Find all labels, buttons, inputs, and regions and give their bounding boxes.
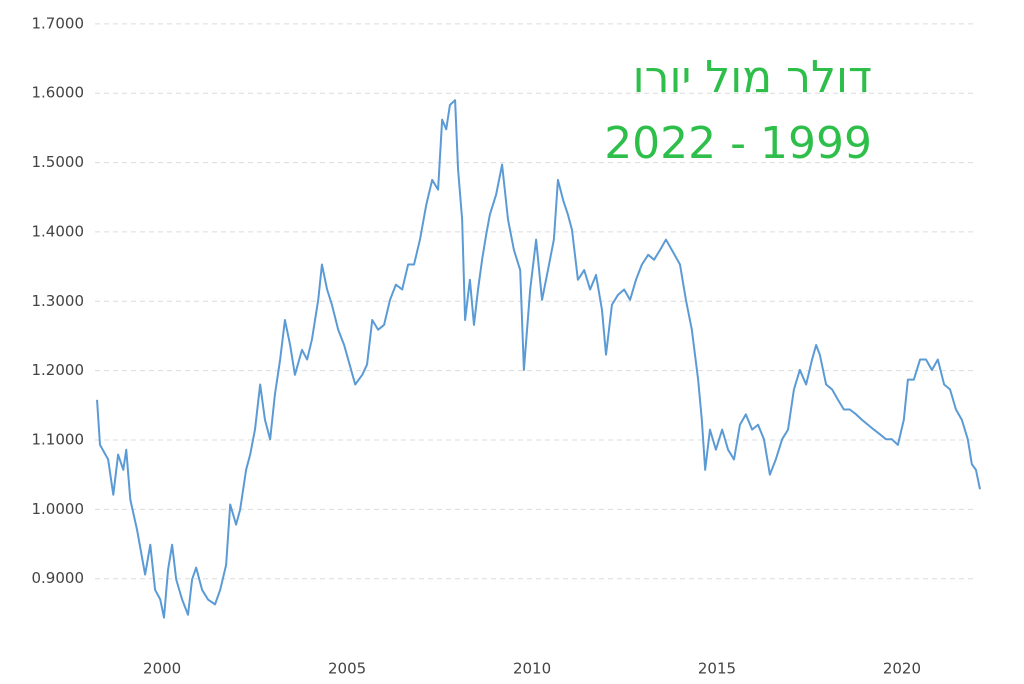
y-tick-label: 1.0000	[32, 500, 85, 518]
y-tick-label: 1.2000	[32, 361, 85, 379]
y-tick-label: 1.4000	[32, 222, 85, 240]
chart-subtitle: 2022 - 1999	[604, 118, 872, 169]
x-tick-label: 2000	[143, 660, 181, 678]
y-tick-label: 1.6000	[32, 84, 85, 102]
price-line	[96, 99, 981, 619]
y-tick-label: 1.5000	[32, 153, 85, 171]
chart-title: דולר מול יורו	[633, 52, 872, 103]
y-tick-label: 1.1000	[32, 431, 85, 449]
x-tick-label: 2010	[513, 660, 551, 678]
y-tick-label: 0.9000	[32, 569, 85, 587]
x-tick-label: 2005	[328, 660, 366, 678]
x-tick-label: 2020	[883, 660, 921, 678]
x-tick-label: 2015	[698, 660, 736, 678]
y-tick-label: 1.3000	[32, 292, 85, 310]
y-tick-label: 1.7000	[32, 14, 85, 32]
